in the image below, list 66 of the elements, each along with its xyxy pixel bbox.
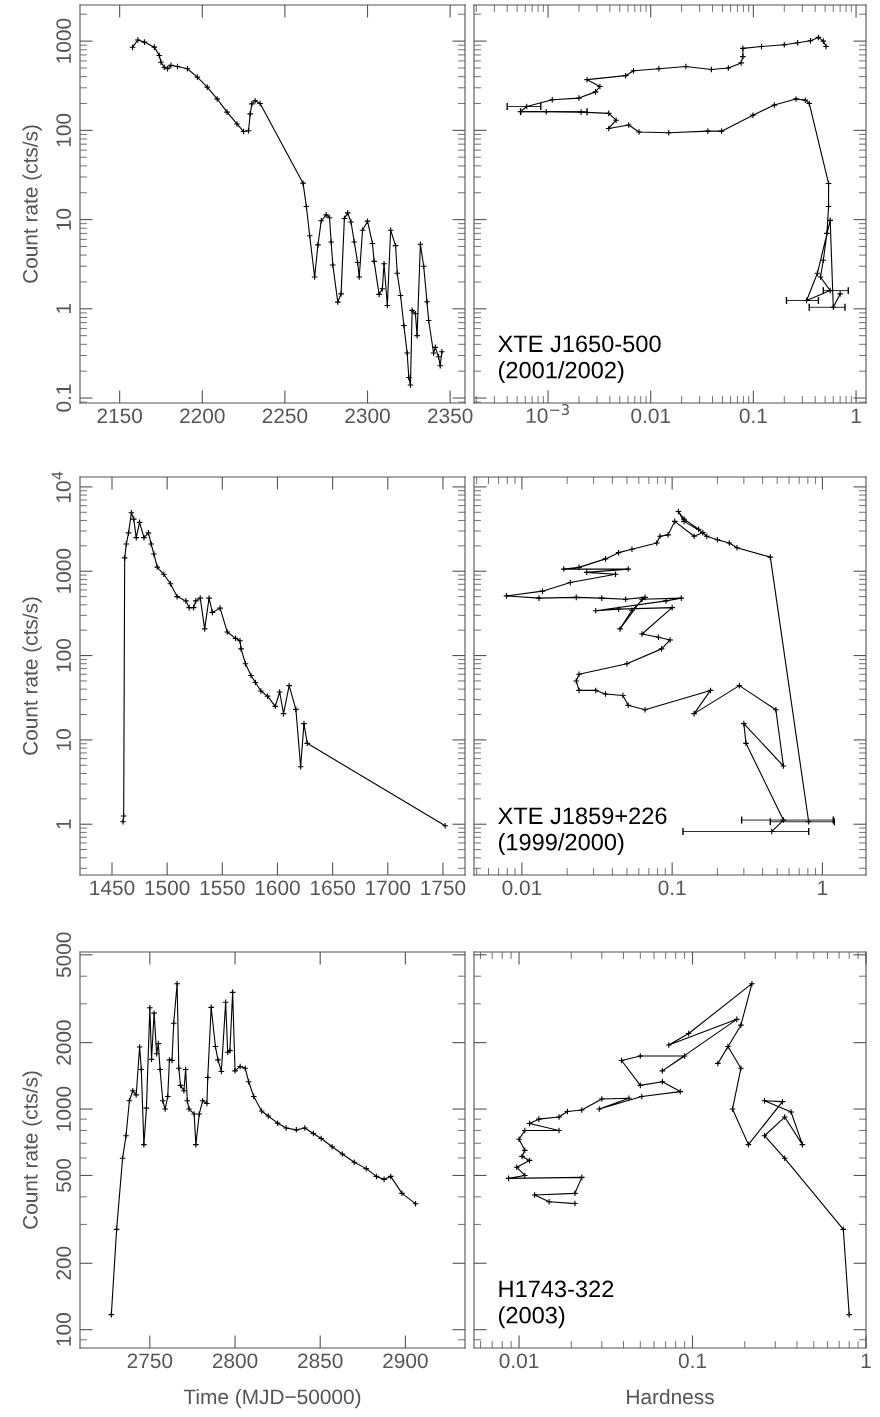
point <box>237 645 245 653</box>
point <box>216 604 224 612</box>
point <box>122 540 130 548</box>
x-tick-label: 1 <box>851 408 861 423</box>
point <box>120 812 128 820</box>
point <box>247 672 255 679</box>
x-tick-label: 0.1 <box>658 880 686 896</box>
y-tick-label: 1 <box>56 819 71 829</box>
point <box>223 628 231 636</box>
x-tick-label: 1450 <box>90 880 135 896</box>
y-axis-title: Count rate (cts/s) <box>22 125 42 283</box>
y-tick-label: 100 <box>56 638 72 672</box>
point <box>276 688 284 696</box>
x-tick-label: 2800 <box>212 1353 258 1369</box>
y-tick-label: 1000 <box>56 18 72 63</box>
x-tick-label: 2350 <box>428 408 473 424</box>
y-axis-title: Count rate (cts/s) <box>22 597 42 755</box>
x-tick-label: 0.1 <box>739 408 767 424</box>
x-tick-label: 2250 <box>262 408 308 424</box>
x-tick-label: 0.01 <box>502 880 542 896</box>
annotation: XTE J1650-500 (2001/2002) <box>498 335 661 384</box>
point <box>205 594 213 602</box>
x-tick-label: 2300 <box>345 408 390 424</box>
y-axis-title: Count rate (cts/s) <box>22 1071 42 1229</box>
y-tick-label: 10 <box>56 729 72 750</box>
y-tick-label: 100 <box>56 1313 72 1346</box>
x-tick-label: 0.1 <box>678 1353 706 1369</box>
y-tick-label: 500 <box>56 1158 72 1193</box>
point <box>236 637 244 645</box>
x-axis-title: Time (MJD−50000) <box>183 1388 361 1409</box>
x-tick-label: 2900 <box>383 1353 428 1369</box>
x-tick-label: 1550 <box>200 880 245 896</box>
point <box>182 597 190 605</box>
x-tick-label: 2150 <box>97 408 143 424</box>
x-tick-label: 0.01 <box>631 408 670 424</box>
point <box>150 550 158 558</box>
x-axis-title: Hardness <box>627 1388 714 1405</box>
y-tick-label: 200 <box>56 1246 72 1280</box>
annotation: XTE J1859+226 (1999/2000) <box>498 807 667 856</box>
y-tick-label: 1000 <box>56 1086 72 1131</box>
y-tick-label: 1000 <box>56 548 72 593</box>
y-tick-label: 1 <box>56 304 71 314</box>
point <box>192 597 200 605</box>
point <box>257 687 265 695</box>
x-tick-label: 2850 <box>298 1353 343 1369</box>
point <box>130 515 138 523</box>
x-tick-label: 1500 <box>145 880 190 896</box>
y-tick-label: 10 <box>56 208 72 230</box>
x-tick-label: 1750 <box>421 880 466 896</box>
x-tick-label: 10$^{−3}$ <box>526 404 569 423</box>
y-tick-label: 100 <box>56 113 72 147</box>
point <box>196 594 204 602</box>
x-tick-label: 0.01 <box>499 1353 539 1369</box>
x-tick-label: 1600 <box>255 880 300 896</box>
x-tick-label: 2750 <box>127 1353 173 1369</box>
annotation: H1743-322 (2003) <box>498 1280 614 1329</box>
x-tick-label: 2200 <box>180 408 225 424</box>
x-tick-label: 1 <box>818 880 828 895</box>
point <box>147 540 155 548</box>
y-tick-label: 5000 <box>56 932 72 978</box>
y-tick-label: 10$^{4}$ <box>52 471 71 502</box>
point <box>153 563 161 571</box>
x-tick-label: 1 <box>861 1353 871 1368</box>
y-tick-label: 2000 <box>56 1020 72 1065</box>
x-tick-label: 1650 <box>311 880 355 896</box>
x-tick-label: 1700 <box>366 880 411 896</box>
